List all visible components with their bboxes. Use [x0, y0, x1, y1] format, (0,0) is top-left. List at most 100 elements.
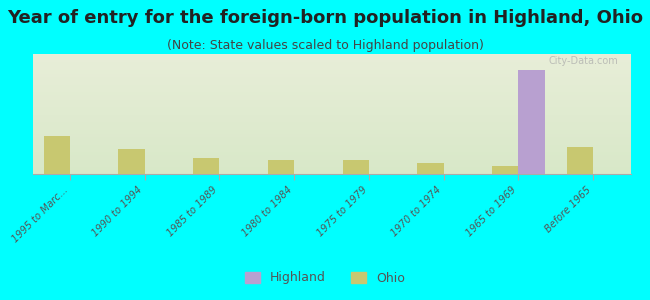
Bar: [32, 136, 630, 137]
Bar: [32, 94, 630, 95]
Bar: [32, 60, 630, 61]
Bar: [32, 65, 630, 66]
Bar: [32, 77, 630, 78]
Bar: [32, 160, 630, 161]
Bar: [32, 79, 630, 80]
Bar: [32, 132, 630, 133]
Bar: [32, 92, 630, 94]
Bar: [32, 128, 630, 130]
Bar: [32, 70, 630, 71]
Bar: [32, 167, 630, 168]
Bar: [32, 162, 630, 163]
Bar: [32, 169, 630, 170]
Bar: [32, 89, 630, 90]
Bar: [32, 127, 630, 128]
Bar: [567, 147, 593, 174]
Bar: [32, 103, 630, 104]
Bar: [32, 126, 630, 127]
Bar: [32, 110, 630, 112]
Bar: [32, 121, 630, 122]
Bar: [32, 104, 630, 106]
Bar: [32, 102, 630, 103]
Bar: [32, 166, 630, 167]
Bar: [32, 98, 630, 100]
Bar: [32, 59, 630, 60]
Bar: [32, 122, 630, 124]
Bar: [32, 80, 630, 82]
Bar: [32, 113, 630, 114]
Bar: [32, 120, 630, 121]
Bar: [32, 170, 630, 172]
Bar: [32, 161, 630, 162]
Bar: [32, 149, 630, 150]
Bar: [32, 130, 630, 131]
Bar: [32, 82, 630, 83]
Text: City-Data.com: City-Data.com: [549, 56, 619, 66]
Bar: [32, 86, 630, 88]
Bar: [32, 84, 630, 85]
Bar: [32, 157, 630, 158]
Bar: [32, 90, 630, 91]
Legend: Highland, Ohio: Highland, Ohio: [239, 265, 411, 291]
Bar: [32, 88, 630, 89]
Text: Year of entry for the foreign-born population in Highland, Ohio: Year of entry for the foreign-born popul…: [7, 9, 643, 27]
Bar: [492, 166, 519, 174]
Bar: [32, 164, 630, 166]
Bar: [32, 124, 630, 125]
Bar: [32, 96, 630, 97]
Bar: [32, 145, 630, 146]
Bar: [118, 149, 144, 174]
Bar: [417, 163, 443, 174]
Bar: [32, 106, 630, 107]
Bar: [32, 112, 630, 113]
Bar: [193, 158, 219, 174]
Bar: [32, 68, 630, 70]
Bar: [32, 83, 630, 84]
Bar: [32, 72, 630, 73]
Bar: [32, 144, 630, 145]
Bar: [32, 137, 630, 138]
Bar: [32, 143, 630, 144]
Bar: [32, 158, 630, 160]
Bar: [32, 140, 630, 142]
Bar: [32, 73, 630, 74]
Bar: [32, 78, 630, 79]
Bar: [32, 125, 630, 126]
Bar: [32, 58, 630, 59]
Bar: [32, 134, 630, 136]
Bar: [32, 150, 630, 151]
Bar: [32, 107, 630, 108]
Bar: [32, 146, 630, 148]
Bar: [32, 152, 630, 154]
Bar: [32, 173, 630, 174]
Bar: [32, 54, 630, 55]
Bar: [32, 118, 630, 119]
Bar: [32, 133, 630, 134]
Bar: [32, 61, 630, 62]
Bar: [32, 91, 630, 92]
Bar: [343, 160, 369, 174]
Bar: [268, 160, 294, 174]
Bar: [32, 163, 630, 164]
Bar: [32, 109, 630, 110]
Bar: [519, 70, 545, 174]
Bar: [32, 64, 630, 65]
Bar: [32, 101, 630, 102]
Bar: [32, 156, 630, 157]
Bar: [32, 131, 630, 132]
Bar: [44, 136, 70, 174]
Bar: [32, 56, 630, 58]
Bar: [32, 71, 630, 72]
Bar: [32, 76, 630, 77]
Bar: [32, 74, 630, 76]
Bar: [32, 97, 630, 98]
Bar: [32, 138, 630, 139]
Bar: [32, 142, 630, 143]
Bar: [32, 151, 630, 152]
Bar: [32, 115, 630, 116]
Text: (Note: State values scaled to Highland population): (Note: State values scaled to Highland p…: [166, 39, 484, 52]
Bar: [32, 66, 630, 67]
Bar: [32, 155, 630, 156]
Bar: [32, 95, 630, 96]
Bar: [32, 139, 630, 140]
